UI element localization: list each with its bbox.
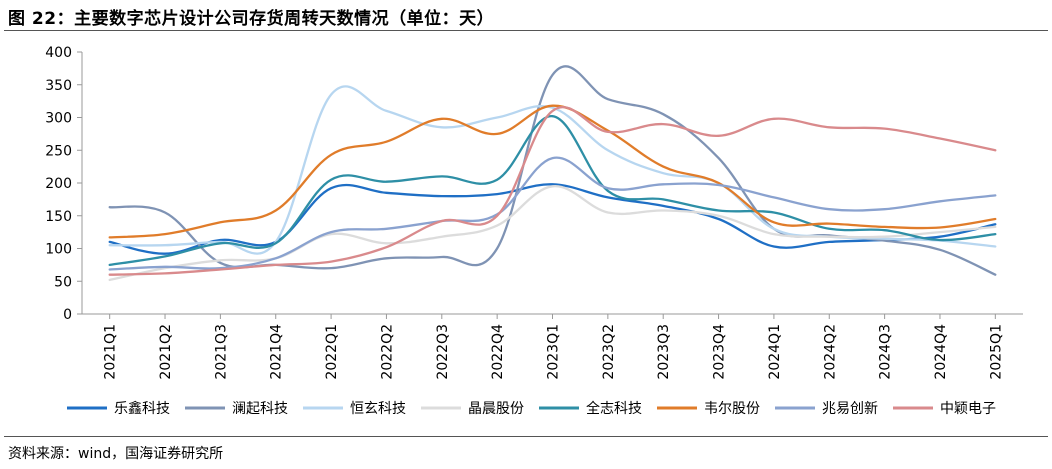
legend-label: 中颖电子 (940, 401, 996, 417)
x-tick-label: 2024Q4 (933, 324, 949, 380)
x-tick-label: 2023Q4 (712, 324, 728, 380)
series-line-8 (108, 105, 997, 276)
x-tick-label: 2021Q3 (213, 324, 229, 380)
x-tick-label: 2022Q4 (490, 324, 506, 380)
x-tick-label: 2022Q3 (435, 324, 451, 380)
legend-label: 全志科技 (586, 400, 642, 417)
x-tick-label: 2021Q2 (158, 324, 174, 380)
chart-series (108, 65, 997, 282)
x-tick-label: 2024Q1 (767, 324, 783, 380)
legend-label: 晶晨股份 (468, 401, 524, 417)
y-tick-label: 0 (63, 307, 72, 323)
source-divider (4, 436, 1048, 437)
y-tick-label: 150 (45, 209, 72, 225)
y-tick-label: 200 (45, 176, 72, 192)
series-line-5 (108, 115, 997, 267)
x-tick-label: 2022Q2 (379, 324, 395, 380)
series-line-1 (108, 183, 997, 255)
x-tick-label: 2023Q3 (656, 324, 672, 380)
figure-title: 图 22：主要数字芯片设计公司存货周转天数情况（单位：天） (8, 9, 495, 29)
legend-label: 韦尔股份 (704, 401, 760, 417)
x-tick-label: 2024Q2 (822, 324, 838, 380)
series-line-4 (108, 185, 997, 282)
y-tick-label: 100 (45, 242, 72, 258)
y-tick-label: 350 (45, 78, 72, 94)
legend-label: 澜起科技 (232, 401, 288, 417)
x-tick-label: 2023Q1 (546, 324, 562, 380)
legend-label: 乐鑫科技 (114, 400, 170, 417)
y-tick-label: 250 (45, 143, 72, 159)
chart-legend: 乐鑫科技 澜起科技 恒玄科技 晶晨股份 全志科技 韦尔股份 兆易创新 中颖电子 (67, 400, 996, 417)
x-tick-label: 2025Q1 (988, 324, 1004, 380)
title-divider (4, 30, 1048, 31)
x-tick-label: 2023Q2 (601, 324, 617, 380)
series-line-6 (108, 104, 997, 239)
x-tick-label: 2021Q4 (269, 324, 285, 380)
series-line-7 (108, 156, 997, 271)
x-tick-label: 2024Q3 (878, 324, 894, 380)
y-tick-label: 400 (45, 45, 72, 61)
y-tick-label: 50 (54, 274, 72, 290)
legend-label: 兆易创新 (822, 401, 878, 417)
x-tick-label: 2022Q1 (324, 324, 340, 380)
y-tick-label: 300 (45, 111, 72, 127)
chart-axes: 0 50 100 150 200 250 300 350 400 2021Q1 2021Q2 2021… (45, 45, 1023, 380)
x-tick-label: 2021Q1 (103, 324, 119, 380)
source-note: 资料来源：wind，国海证券研究所 (8, 446, 224, 462)
legend-label: 恒玄科技 (350, 400, 406, 417)
